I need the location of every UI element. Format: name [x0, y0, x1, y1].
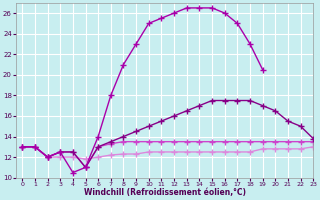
X-axis label: Windchill (Refroidissement éolien,°C): Windchill (Refroidissement éolien,°C): [84, 188, 245, 197]
